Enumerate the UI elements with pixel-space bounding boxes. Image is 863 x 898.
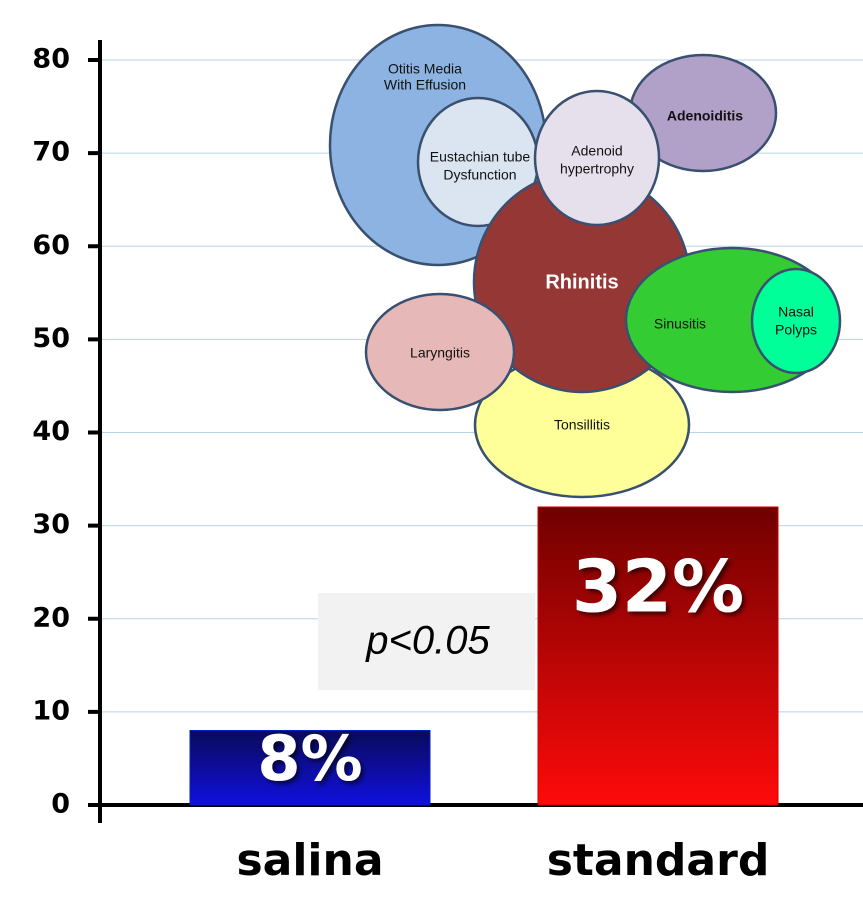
diagram: Otitis Media With Effusion Eustachian tu… xyxy=(328,23,842,499)
y-tick-label: 70 xyxy=(32,137,70,168)
bubble-label: With Effusion xyxy=(384,77,466,93)
bubble xyxy=(533,89,661,227)
value-label: 8% xyxy=(257,722,362,795)
bar xyxy=(189,730,431,806)
y-tick-label: 60 xyxy=(32,230,70,261)
bubble-label: Polyps xyxy=(775,322,817,338)
bubble xyxy=(364,292,516,412)
bubble-label: Adenoiditis xyxy=(667,108,743,124)
y-tick-label: 50 xyxy=(32,323,70,354)
bubble xyxy=(750,267,842,375)
value-label: 32% xyxy=(572,545,744,629)
bubble-label: hypertrophy xyxy=(560,161,634,177)
annotation-box xyxy=(318,593,535,690)
bubble-label: Laryngitis xyxy=(410,345,470,361)
y-tick-label: 30 xyxy=(32,509,70,540)
y-tick-label: 40 xyxy=(32,416,70,447)
annotation: p<0.05 xyxy=(365,619,490,663)
bubble-label: Eustachian tube xyxy=(430,149,531,165)
x-tick-label: standard xyxy=(547,835,770,886)
bubble-label: Tonsillitis xyxy=(554,417,610,433)
bubble-label: Rhinitis xyxy=(545,271,618,293)
x-tick-label: salina xyxy=(236,835,383,886)
bar xyxy=(537,506,779,806)
bubble-label: Otitis Media xyxy=(388,61,462,77)
y-tick-label: 10 xyxy=(32,695,70,726)
bubble-label: Adenoid xyxy=(571,143,622,159)
bubble-label: Dysfunction xyxy=(443,167,516,183)
y-tick-label: 80 xyxy=(32,44,70,75)
y-tick-label: 20 xyxy=(32,602,70,633)
bubble-label: Nasal xyxy=(778,304,814,320)
bubble-label: Sinusitis xyxy=(654,316,706,332)
y-tick-label: 0 xyxy=(51,789,70,820)
